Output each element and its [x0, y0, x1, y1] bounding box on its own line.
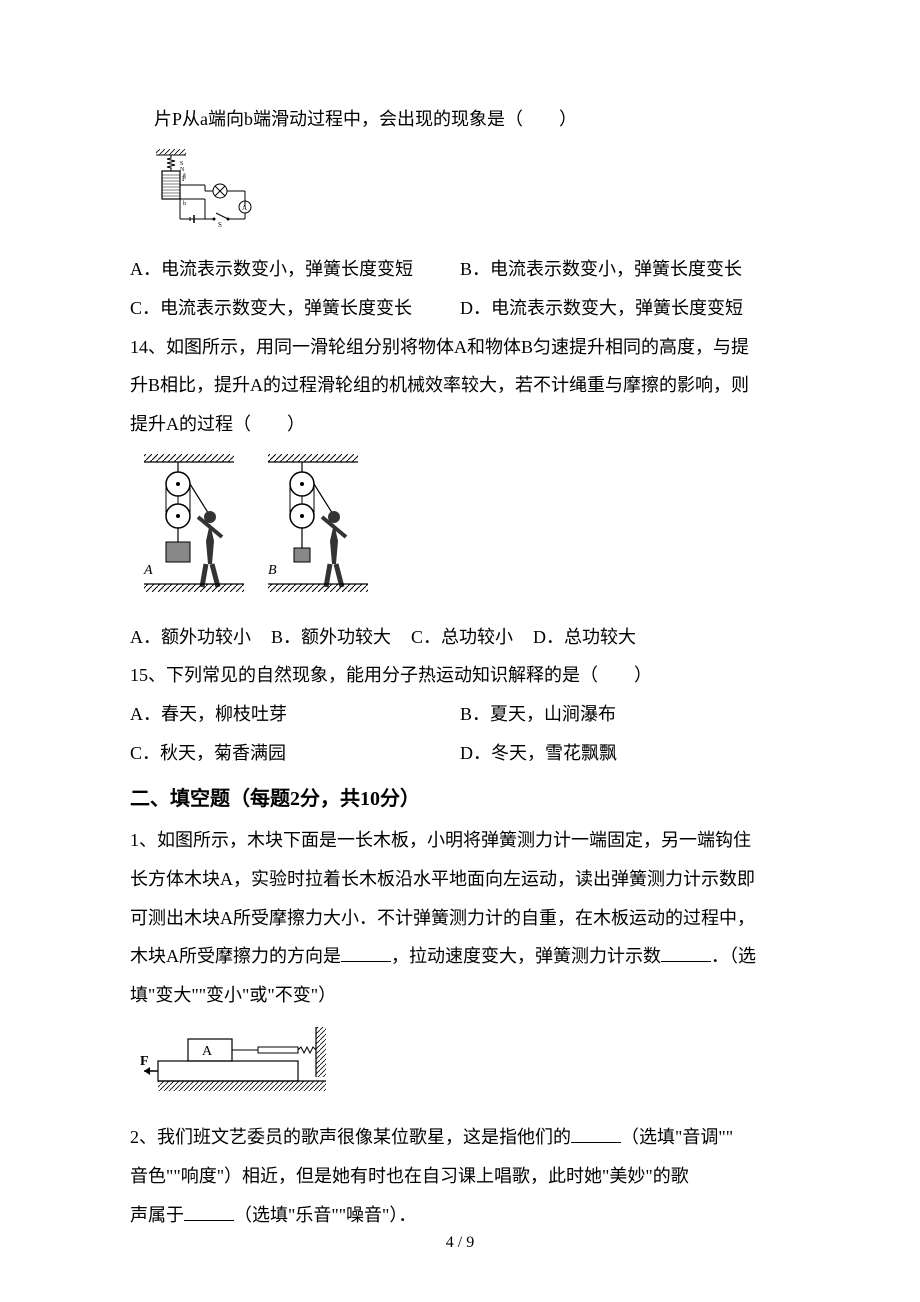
s2-q2-line3b: （选填"乐音""噪音"）． — [234, 1205, 416, 1225]
q14-options-row: A．额外功较小 B．额外功较大 C．总功较小 D．总功较大 — [130, 618, 790, 657]
pulley-group-a: A — [143, 454, 244, 592]
q14-pulley-figure: A — [140, 454, 790, 608]
q14-text-line2: 升B相比，提升A的过程滑轮组的机械效率较大，若不计绳重与摩擦的影响，则 — [130, 366, 790, 405]
s2-q1-line4b: ，拉动速度变大，弹簧测力计示数 — [391, 946, 661, 966]
block-label-a: A — [202, 1044, 213, 1059]
s2-q1-line2: 长方体木块A，实验时拉着长木板沿水平地面向左运动，读出弹簧测力计示数即 — [130, 860, 790, 899]
s2-q1-line4a: 木块A所受摩擦力的方向是 — [130, 946, 341, 966]
q13-continued-text: 片P从a端向b端滑动过程中，会出现的现象是（ ） — [130, 100, 790, 139]
q13-option-a: A．电流表示数变小，弹簧长度变短 — [130, 250, 460, 289]
q15-option-c: C．秋天，菊香满园 — [130, 734, 460, 773]
blank-2 — [661, 943, 711, 963]
s2-q2-line3: 声属于 （选填"乐音""噪音"）． — [130, 1196, 790, 1235]
q14-option-b: B．额外功较大 — [271, 618, 391, 657]
q14-option-c: C．总功较小 — [411, 618, 513, 657]
block-label-f: F — [140, 1054, 149, 1069]
page-number: 4 / 9 — [0, 1234, 920, 1252]
label-b: b — [183, 201, 186, 207]
q13-options-row2: C．电流表示数变大，弹簧长度变长 D．电流表示数变大，弹簧长度变短 — [130, 289, 790, 328]
q15-options-row1: A．春天，柳枝吐芽 B．夏天，山涧瀑布 — [130, 695, 790, 734]
q15-option-a: A．春天，柳枝吐芽 — [130, 695, 460, 734]
s2-q2-line1b: （选填"音调"" — [621, 1127, 733, 1147]
s2-q1-line3: 可测出木块A所受摩擦力大小．不计弹簧测力计的自重，在木板运动的过程中， — [130, 899, 790, 938]
q15-options-row2: C．秋天，菊香满园 D．冬天，雪花飘飘 — [130, 734, 790, 773]
q13-options-row1: A．电流表示数变小，弹簧长度变短 B．电流表示数变小，弹簧长度变长 — [130, 250, 790, 289]
label-s-switch: S — [218, 221, 222, 227]
q14-text-line1: 14、如图所示，用同一滑轮组分别将物体A和物体B匀速提升相同的高度，与提 — [130, 328, 790, 367]
blank-3 — [571, 1124, 621, 1144]
q14-option-a: A．额外功较小 — [130, 618, 251, 657]
pulley-group-b: B — [268, 454, 368, 592]
q14-text-line3: 提升A的过程（ ） — [130, 405, 790, 444]
q15-option-d: D．冬天，雪花飘飘 — [460, 734, 790, 773]
blank-4 — [184, 1201, 234, 1221]
pulley-label-b: B — [268, 563, 277, 578]
s2-q1-line5: 填"变大""变小"或"不变"） — [130, 976, 790, 1015]
s2-q2-line1: 2、我们班文艺委员的歌声很像某位歌星，这是指他们的 （选填"音调"" — [130, 1118, 790, 1157]
label-ammeter: A — [242, 204, 247, 212]
q14-option-d: D．总功较大 — [533, 618, 636, 657]
q13-circuit-figure: S N P a b A — [150, 149, 790, 241]
q15-text: 15、下列常见的自然现象，能用分子热运动知识解释的是（ ） — [130, 656, 790, 695]
section2-title: 二、填空题（每题2分，共10分） — [130, 778, 790, 821]
q13-option-c: C．电流表示数变大，弹簧长度变长 — [130, 289, 460, 328]
q13-option-b: B．电流表示数变小，弹簧长度变长 — [460, 250, 790, 289]
s2-q2-line3a: 声属于 — [130, 1205, 184, 1225]
label-a: a — [183, 172, 186, 178]
blank-1 — [341, 943, 391, 963]
page-content: 片P从a端向b端滑动过程中，会出现的现象是（ ） S N P a b — [130, 100, 790, 1234]
s2-q1-line4c: ．（选 — [711, 946, 756, 966]
s2-q1-line4: 木块A所受摩擦力的方向是 ，拉动速度变大，弹簧测力计示数 ．（选 — [130, 937, 790, 976]
s2-q1-line1: 1、如图所示，木块下面是一长木板，小明将弹簧测力计一端固定，另一端钩住 — [130, 821, 790, 860]
q13-option-d: D．电流表示数变大，弹簧长度变短 — [460, 289, 790, 328]
pulley-label-a: A — [143, 563, 153, 578]
s2-q2-line2: 音色""响度"）相近，但是她有时也在自习课上唱歌，此时她"美妙"的歌 — [130, 1157, 790, 1196]
s2-q2-line1a: 2、我们班文艺委员的歌声很像某位歌星，这是指他们的 — [130, 1127, 571, 1147]
q15-option-b: B．夏天，山涧瀑布 — [460, 695, 790, 734]
s2-q1-block-figure: A F — [140, 1025, 790, 1109]
